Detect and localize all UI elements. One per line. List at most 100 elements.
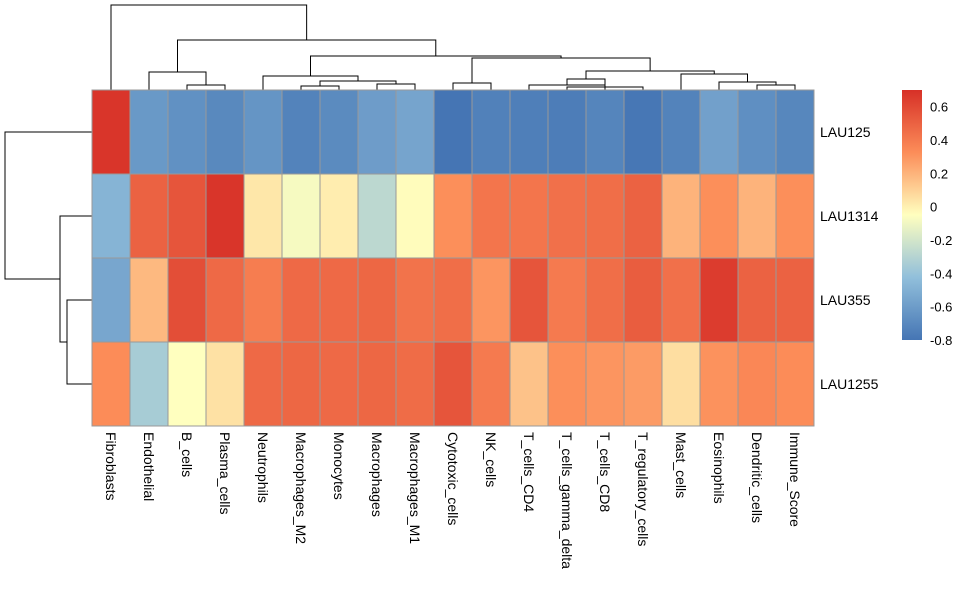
heatmap-cell bbox=[319, 173, 359, 259]
heatmap-cell bbox=[91, 257, 131, 343]
dendrogram-branch bbox=[452, 82, 492, 90]
heatmap-cell bbox=[129, 257, 169, 343]
row-dendrogram bbox=[4, 131, 92, 385]
heatmap-cell bbox=[623, 173, 663, 259]
heatmap-cells bbox=[91, 89, 815, 427]
heatmap-cell bbox=[775, 341, 815, 427]
column-label: Monocytes bbox=[331, 432, 347, 500]
heatmap-cell bbox=[319, 89, 359, 175]
heatmap-cell bbox=[547, 173, 587, 259]
heatmap-cell bbox=[91, 89, 131, 175]
heatmap-cell bbox=[243, 341, 283, 427]
heatmap-cell bbox=[509, 257, 549, 343]
heatmap-cell bbox=[585, 257, 625, 343]
dendrogram-branch bbox=[59, 215, 92, 343]
row-labels: LAU125 LAU1314 LAU355 LAU1255 bbox=[820, 124, 879, 392]
heatmap-cell bbox=[129, 173, 169, 259]
dendrogram-branch bbox=[4, 131, 92, 280]
heatmap-cell bbox=[357, 89, 397, 175]
heatmap-cell bbox=[167, 257, 207, 343]
heatmap-cell bbox=[509, 173, 549, 259]
column-label: B_cells bbox=[179, 432, 195, 477]
column-labels: Fibroblasts Endothelial B_cells Plasma_cell… bbox=[103, 432, 803, 569]
heatmap-cell bbox=[737, 173, 777, 259]
heatmap-cell bbox=[585, 341, 625, 427]
legend-tick-label: -0.8 bbox=[930, 333, 952, 348]
heatmap-cell bbox=[471, 89, 511, 175]
heatmap-cell bbox=[471, 173, 511, 259]
heatmap-cell bbox=[357, 173, 397, 259]
heatmap-cell bbox=[281, 173, 321, 259]
dendrogram-branch bbox=[718, 81, 777, 90]
heatmap-cell bbox=[737, 257, 777, 343]
column-label: Cytotoxic_cells bbox=[445, 432, 461, 525]
heatmap-cell bbox=[585, 89, 625, 175]
heatmap-cell bbox=[737, 341, 777, 427]
legend-tick-label: -0.6 bbox=[930, 300, 952, 315]
heatmap-cell bbox=[737, 89, 777, 175]
dendrogram-branch bbox=[300, 85, 340, 90]
dendrogram-branch bbox=[110, 4, 308, 90]
heatmap-cell bbox=[281, 257, 321, 343]
column-label: Macrophages_M1 bbox=[407, 432, 423, 544]
heatmap-cell bbox=[243, 89, 283, 175]
column-label: T_cells_CD4 bbox=[521, 432, 537, 512]
heatmap-cell bbox=[433, 257, 473, 343]
heatmap-cell bbox=[319, 341, 359, 427]
heatmap-cell bbox=[623, 257, 663, 343]
dendrogram-branch bbox=[310, 55, 562, 76]
legend-tick-label: 0.2 bbox=[930, 166, 948, 181]
heatmap-cell bbox=[129, 89, 169, 175]
dendrogram-branch bbox=[566, 78, 606, 87]
dendrogram-branch bbox=[148, 71, 207, 90]
heatmap-cell bbox=[167, 89, 207, 175]
heatmap-cell bbox=[509, 89, 549, 175]
heatmap-cell bbox=[547, 257, 587, 343]
row-label: LAU125 bbox=[820, 124, 871, 140]
heatmap-cell bbox=[509, 341, 549, 427]
row-label: LAU1255 bbox=[820, 376, 879, 392]
legend-tick-label: -0.4 bbox=[930, 266, 952, 281]
color-legend: 0.6 0.4 0.2 0 -0.2 -0.4 -0.6 -0.8 bbox=[902, 90, 952, 348]
heatmap-cell bbox=[547, 89, 587, 175]
heatmap-cell bbox=[129, 341, 169, 427]
heatmap-cell bbox=[471, 257, 511, 343]
column-label: Macrophages bbox=[369, 432, 385, 517]
dendrogram-branch bbox=[186, 84, 226, 90]
heatmap-cell bbox=[395, 257, 435, 343]
heatmap-cell bbox=[243, 257, 283, 343]
heatmap-cell bbox=[661, 173, 701, 259]
heatmap-cell bbox=[433, 89, 473, 175]
dendrogram-branch bbox=[262, 75, 359, 90]
column-label: NK_cells bbox=[483, 432, 499, 487]
heatmap-cell bbox=[775, 257, 815, 343]
heatmap-cell bbox=[547, 341, 587, 427]
column-dendrogram bbox=[110, 4, 796, 90]
legend-tick-label: -0.2 bbox=[930, 233, 952, 248]
heatmap-cell bbox=[395, 89, 435, 175]
color-legend-bar bbox=[902, 90, 922, 340]
heatmap-cell bbox=[205, 89, 245, 175]
heatmap-cell bbox=[357, 341, 397, 427]
heatmap-cell bbox=[699, 173, 739, 259]
heatmap-cell bbox=[281, 341, 321, 427]
row-label: LAU355 bbox=[820, 292, 871, 308]
dendrogram-branch bbox=[756, 84, 796, 90]
heatmap-cell bbox=[433, 341, 473, 427]
heatmap-cell bbox=[471, 341, 511, 427]
legend-tick-label: 0 bbox=[930, 200, 937, 215]
heatmap-cell bbox=[167, 173, 207, 259]
heatmap-cell bbox=[661, 341, 701, 427]
column-label: Dendritic_cells bbox=[749, 432, 765, 523]
column-label: Eosinophils bbox=[711, 432, 727, 504]
column-label: T_cells_gamma_delta bbox=[559, 432, 575, 569]
column-label: Fibroblasts bbox=[103, 432, 119, 500]
dendrogram-branch bbox=[585, 70, 715, 79]
column-label: T_cells_CD8 bbox=[597, 432, 613, 512]
heatmap-cell bbox=[661, 89, 701, 175]
color-legend-ticks: 0.6 0.4 0.2 0 -0.2 -0.4 -0.6 -0.8 bbox=[930, 100, 952, 348]
heatmap-cell bbox=[357, 257, 397, 343]
column-label: Plasma_cells bbox=[217, 432, 233, 514]
legend-tick-label: 0.4 bbox=[930, 133, 948, 148]
